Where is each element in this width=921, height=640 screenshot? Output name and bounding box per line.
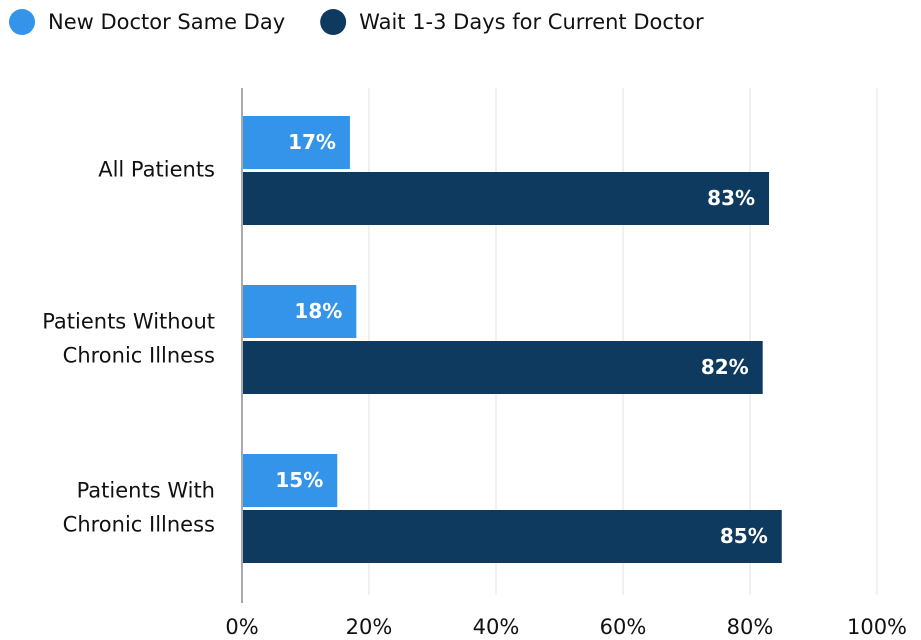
- x-tick-label: 80%: [727, 615, 774, 639]
- x-tick-label: 100%: [847, 615, 907, 639]
- x-tick-label: 40%: [473, 615, 520, 639]
- category-label: Patients Without Chronic Illness: [42, 310, 215, 368]
- value-label: 18%: [294, 299, 342, 323]
- bar: [242, 285, 357, 338]
- x-tick-label: 60%: [600, 615, 647, 639]
- value-label: 82%: [701, 355, 749, 379]
- legend-label: New Doctor Same Day: [48, 10, 285, 34]
- category-label: All Patients: [98, 158, 215, 182]
- legend-marker: [9, 9, 35, 35]
- value-label: 83%: [707, 186, 755, 210]
- value-label: 17%: [288, 130, 336, 154]
- category-label: Patients With Chronic Illness: [63, 479, 215, 537]
- value-label: 85%: [720, 524, 768, 548]
- x-tick-label: 20%: [346, 615, 393, 639]
- legend-label: Wait 1-3 Days for Current Doctor: [359, 10, 704, 34]
- x-tick-label: 0%: [225, 615, 258, 639]
- bar: [242, 341, 763, 394]
- bar: [242, 454, 338, 507]
- bar: [242, 172, 770, 225]
- legend-marker: [320, 9, 347, 35]
- value-label: 15%: [275, 468, 323, 492]
- bar: [242, 510, 782, 563]
- bar: [242, 116, 350, 169]
